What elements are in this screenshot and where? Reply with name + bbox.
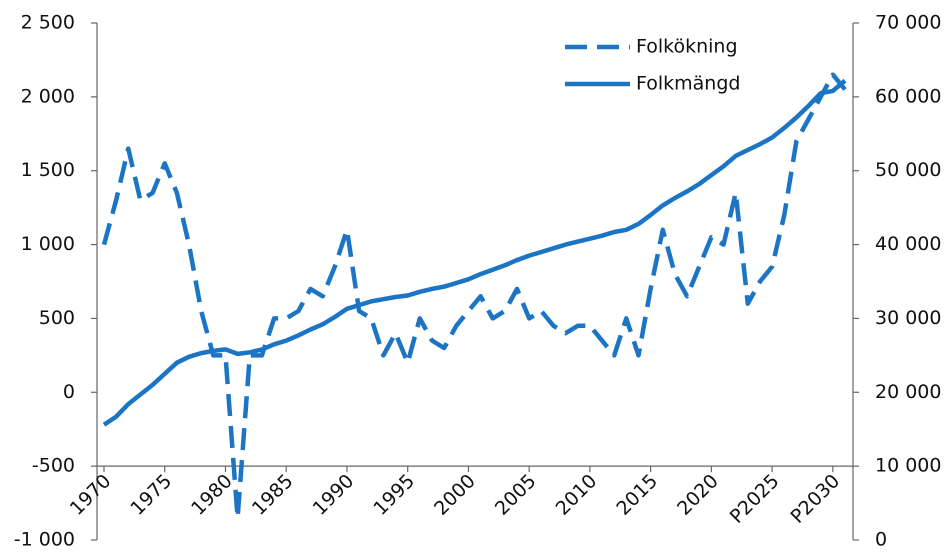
y-tick-label: -500 xyxy=(32,455,75,477)
x-tick-label: 2000 xyxy=(430,470,480,520)
x-tick-label: 2020 xyxy=(673,470,723,520)
y2-tick-label: 50 000 xyxy=(875,159,941,181)
legend-label: Folkmängd xyxy=(636,73,740,95)
x-tick-label: P2025 xyxy=(726,470,784,528)
y2-tick-label: 40 000 xyxy=(875,233,941,255)
y-tick-label: 1 500 xyxy=(21,159,75,181)
y-tick-label: 500 xyxy=(39,307,75,329)
x-tick-label: 2010 xyxy=(552,470,602,520)
x-tick-label: 1970 xyxy=(66,470,116,520)
y-tick-label: 0 xyxy=(63,381,75,403)
y-tick-label: -1 000 xyxy=(14,529,75,551)
x-tick-label: 2005 xyxy=(491,470,541,520)
y2-tick-label: 20 000 xyxy=(875,381,941,403)
y2-tick-label: 30 000 xyxy=(875,307,941,329)
y2-tick-label: 0 xyxy=(875,529,887,551)
y-tick-label: 2 500 xyxy=(21,12,75,34)
y-tick-label: 1 000 xyxy=(21,233,75,255)
x-tick-label: 1975 xyxy=(126,470,176,520)
y2-tick-label: 70 000 xyxy=(875,12,941,34)
x-tick-label: 1985 xyxy=(248,470,298,520)
y-tick-label: 2 000 xyxy=(21,85,75,107)
y2-tick-label: 60 000 xyxy=(875,85,941,107)
series-line xyxy=(101,72,847,521)
series-line xyxy=(102,78,847,427)
x-tick-label: 1995 xyxy=(369,470,419,520)
legend-label: Folkökning xyxy=(636,36,738,58)
x-tick-label: 1980 xyxy=(187,470,237,520)
x-tick-label: P2030 xyxy=(786,470,844,528)
x-tick-label: 2015 xyxy=(612,470,662,520)
x-tick-label: 1990 xyxy=(309,470,359,520)
y2-tick-label: 10 000 xyxy=(875,455,941,477)
